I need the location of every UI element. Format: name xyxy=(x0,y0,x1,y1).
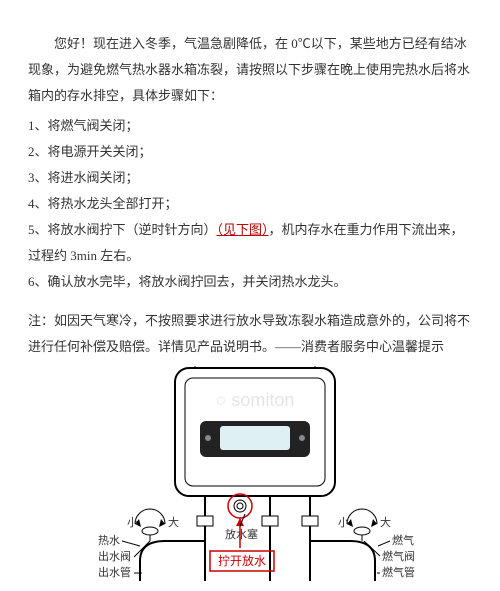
step-5: 5、将放水阀拧下（逆时针方向）（见下图），机内存水在重力作用下流出来，过程约 3… xyxy=(28,217,472,269)
heater-diagram: ○ somiton xyxy=(28,366,472,581)
label-outlet-valve: 出水阀 xyxy=(98,549,131,563)
label-gas-valve: 燃气阀 xyxy=(382,549,415,563)
step-5a: 5、将放水阀拧下（逆时针方向） xyxy=(28,222,217,237)
label-drain-plug: 放水塞 xyxy=(225,527,258,541)
step-2: 2、将电源开关关闭； xyxy=(28,139,472,165)
step-6: 6、确认放水完毕，将放水阀拧回去，并关闭热水龙头。 xyxy=(28,269,472,295)
note-paragraph: 注：如因天气寒冷，不按照要求进行放水导致冻裂水箱造成意外的，公司将不进行任何补偿… xyxy=(28,308,472,360)
intro-paragraph: 您好！现在进入冬季，气温急剧降低，在 0℃以下，某些地方已经有结冰现象，为避免燃… xyxy=(28,31,472,109)
label-gas-pipe: 燃气管 xyxy=(382,565,415,579)
label-big-left: 大 xyxy=(168,515,179,529)
see-figure-link: （见下图） xyxy=(217,222,269,237)
label-small-right: 小 xyxy=(338,516,349,529)
step-4: 4、将热水龙头全部打开； xyxy=(28,191,472,217)
steps-list: 1、将燃气阀关闭； 2、将电源开关关闭； 3、将进水阀关闭； 4、将热水龙头全部… xyxy=(28,113,472,295)
label-outlet-pipe: 出水管 xyxy=(98,565,131,579)
label-small-left: 小 xyxy=(127,516,138,529)
label-hot-water: 热水 xyxy=(98,534,120,547)
label-big-right: 大 xyxy=(380,515,391,529)
label-gas: 燃气 xyxy=(392,533,414,547)
step-1: 1、将燃气阀关闭； xyxy=(28,113,472,139)
step-3: 3、将进水阀关闭； xyxy=(28,165,472,191)
watermark-text: ○ somiton xyxy=(216,390,295,410)
